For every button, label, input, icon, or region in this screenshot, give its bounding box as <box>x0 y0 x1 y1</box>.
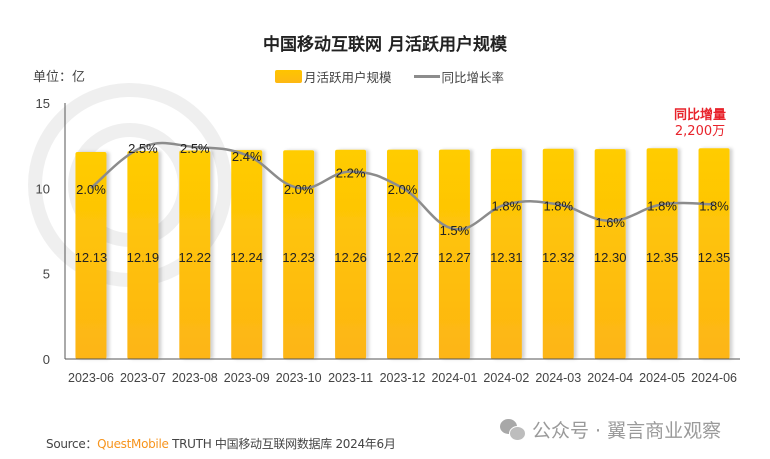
legend-bar-swatch <box>275 70 302 83</box>
yoy-increment-annotation: 同比增量 2,200万 <box>660 108 740 140</box>
annotation-title: 同比增量 <box>673 108 726 123</box>
line-value-label: 2.0% <box>76 182 106 197</box>
bar-value-label: 12.13 <box>75 250 108 265</box>
x-tick-label: 2023-08 <box>172 371 218 385</box>
bar-value-label: 12.19 <box>127 250 160 265</box>
line-value-label: 2.5% <box>128 141 158 156</box>
growth-rate-line <box>90 141 715 231</box>
line-value-label: 1.8% <box>647 198 677 213</box>
y-tick-label: 0 <box>43 352 50 367</box>
line-value-label: 1.8% <box>492 198 522 213</box>
legend-line-swatch <box>413 75 440 78</box>
bar <box>490 148 522 359</box>
wechat-watermark: 公众号 · 翼言商业观察 <box>500 416 721 443</box>
x-tick-label: 2024-06 <box>691 371 737 385</box>
bar-value-label: 12.35 <box>646 250 679 265</box>
chart-title: 中国移动互联网 月活跃用户规模 <box>263 35 507 55</box>
line-value-label: 2.0% <box>284 182 314 197</box>
bar-value-label: 12.27 <box>386 250 419 265</box>
x-tick-label: 2023-07 <box>120 371 166 385</box>
line-value-label: 1.8% <box>699 198 729 213</box>
source-brand: QuestMobile <box>97 437 169 451</box>
bar <box>646 148 678 359</box>
y-tick-label: 10 <box>36 181 50 196</box>
wechat-account-text: 公众号 · 翼言商业观察 <box>532 420 722 442</box>
bar <box>75 151 107 359</box>
line-value-label: 2.2% <box>336 166 366 181</box>
line-value-label: 2.0% <box>388 182 418 197</box>
line-value-label: 1.5% <box>440 223 470 238</box>
bar <box>179 150 211 359</box>
bar <box>542 148 574 359</box>
source-prefix: Source： <box>46 437 98 451</box>
line-value-label: 1.6% <box>595 215 625 230</box>
legend-bar-label: 月活跃用户规模 <box>304 70 392 85</box>
bar-value-label: 12.22 <box>179 250 212 265</box>
y-tick-label: 15 <box>36 96 50 111</box>
source-note: Source：QuestMobile TRUTH 中国移动互联网数据库 2024… <box>46 435 396 452</box>
x-tick-label: 2023-10 <box>276 371 322 385</box>
bar-value-label: 12.26 <box>334 250 367 265</box>
y-tick-label: 5 <box>43 267 50 282</box>
bar <box>283 150 315 359</box>
bar-value-label: 12.27 <box>438 250 471 265</box>
unit-label: 单位：亿 <box>33 70 86 85</box>
x-tick-label: 2024-02 <box>483 371 529 385</box>
bar-value-label: 12.32 <box>542 250 575 265</box>
x-tick-label: 2023-09 <box>224 371 270 385</box>
wechat-icon <box>500 418 526 441</box>
line-value-label: 2.4% <box>232 149 262 164</box>
legend: 月活跃用户规模 同比增长率 <box>275 67 504 86</box>
x-tick-label: 2024-01 <box>431 371 477 385</box>
line-value-label: 1.8% <box>543 198 573 213</box>
bar <box>127 150 159 359</box>
x-tick-label: 2024-05 <box>639 371 685 385</box>
annotation-value: 2,200万 <box>674 124 726 139</box>
bar <box>438 149 470 359</box>
x-tick-label: 2023-06 <box>68 371 114 385</box>
x-tick-label: 2023-12 <box>380 371 426 385</box>
bar <box>698 148 730 359</box>
bar <box>594 149 626 359</box>
bar-value-label: 12.23 <box>282 250 315 265</box>
legend-line-label: 同比增长率 <box>441 70 505 85</box>
bar <box>387 149 418 359</box>
bar <box>231 150 263 359</box>
bar-value-label: 12.35 <box>698 250 731 265</box>
bar-value-label: 12.31 <box>490 250 523 265</box>
line-value-label: 2.5% <box>180 141 210 156</box>
x-tick-label: 2024-04 <box>587 371 633 385</box>
x-tick-label: 2024-03 <box>535 371 581 385</box>
bar <box>335 149 367 359</box>
source-text: TRUTH 中国移动互联网数据库 2024年6月 <box>168 437 396 451</box>
bar-value-label: 12.24 <box>230 250 263 265</box>
x-tick-label: 2023-11 <box>328 371 373 385</box>
bar-value-label: 12.30 <box>594 250 627 265</box>
